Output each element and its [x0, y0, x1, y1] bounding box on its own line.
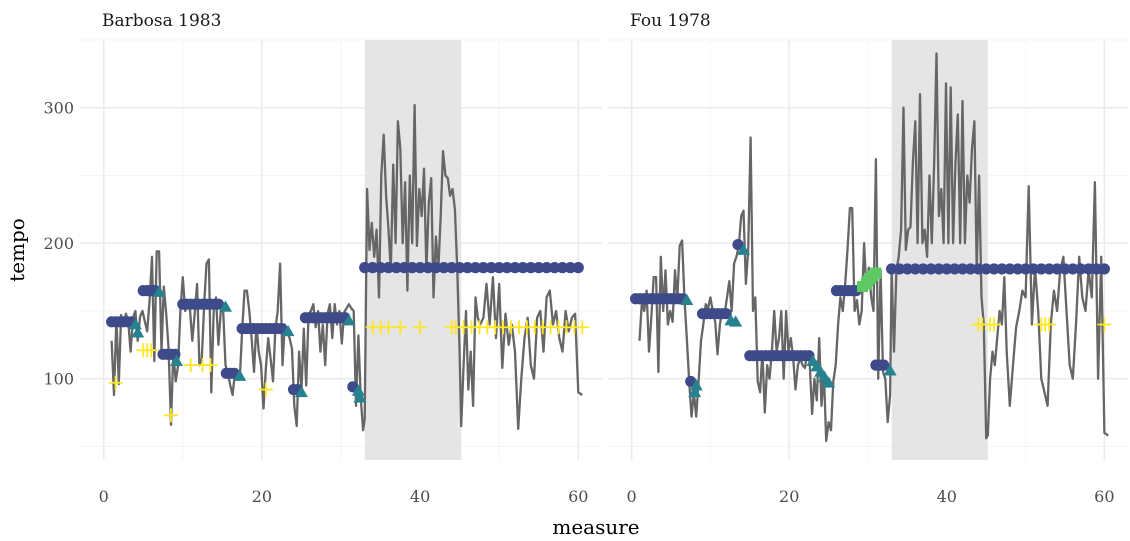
x-tick-label: 20	[779, 487, 799, 506]
panel-grid	[80, 40, 602, 460]
x-tick-label: 20	[252, 487, 272, 506]
y-tick-label: 200	[43, 234, 74, 253]
y-tick-label: 300	[43, 99, 74, 118]
x-tick-label: 60	[568, 487, 588, 506]
tempo-line	[640, 54, 1109, 442]
panel-grid	[608, 40, 1128, 460]
plus-point	[144, 343, 158, 357]
x-tick-label: 40	[410, 487, 430, 506]
plus-point	[1042, 318, 1056, 332]
x-tick-label: 0	[627, 487, 637, 506]
panel-fou-1978: 0 20 40 60 Fou 1978	[608, 11, 1128, 506]
x-tick-labels: 0 20 40 60	[99, 487, 589, 506]
y-axis-title: tempo	[5, 218, 29, 282]
plus-point	[575, 320, 589, 334]
plus-point	[259, 383, 273, 397]
x-tick-label: 40	[937, 487, 957, 506]
facet-title: Barbosa 1983	[102, 11, 221, 31]
facet-title: Fou 1978	[630, 11, 711, 31]
plus-point	[204, 358, 218, 372]
circle-point	[1099, 263, 1110, 274]
x-tick-label: 60	[1094, 487, 1114, 506]
plus-point	[164, 408, 178, 422]
panel-barbosa-1983: 0 20 40 60 100 200 300 Barbosa 1983	[43, 11, 602, 506]
plus-point	[109, 376, 123, 390]
x-tick-label: 0	[99, 487, 109, 506]
y-tick-labels: 100 200 300	[43, 99, 74, 389]
circle-point	[573, 262, 584, 273]
x-axis-title: measure	[552, 515, 639, 539]
square-point	[870, 268, 881, 279]
x-tick-labels: 0 20 40 60	[627, 487, 1115, 506]
y-tick-label: 100	[43, 370, 74, 389]
